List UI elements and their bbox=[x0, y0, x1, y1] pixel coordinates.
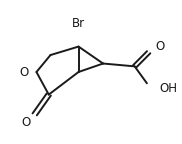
Text: O: O bbox=[21, 116, 31, 129]
Text: Br: Br bbox=[72, 17, 85, 30]
Text: O: O bbox=[19, 66, 29, 78]
Text: OH: OH bbox=[159, 83, 177, 95]
Text: O: O bbox=[156, 40, 165, 53]
